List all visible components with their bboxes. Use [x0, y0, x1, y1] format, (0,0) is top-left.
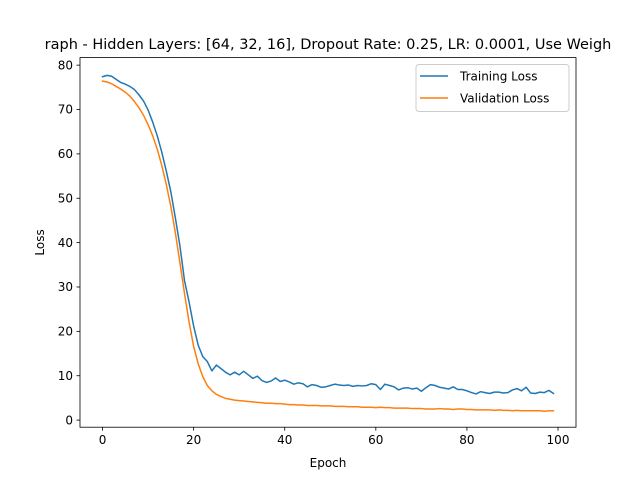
chart-title: raph - Hidden Layers: [64, 32, 16], Drop… [45, 37, 612, 53]
y-tick-label: 50 [58, 191, 73, 205]
y-tick-label: 70 [58, 103, 73, 117]
x-axis-ticks: 0 20 40 60 80 100 [99, 427, 570, 447]
y-axis-ticks: 0 10 20 30 40 50 60 70 80 [58, 58, 80, 427]
x-tick-label: 0 [99, 433, 107, 447]
legend-label-validation-loss: Validation Loss [460, 91, 549, 105]
y-tick-label: 40 [58, 236, 73, 250]
y-tick-label: 80 [58, 58, 73, 72]
x-tick-label: 100 [547, 433, 570, 447]
legend-box [415, 64, 570, 112]
y-axis-label: Loss [33, 229, 47, 255]
axes-frame [79, 57, 577, 428]
x-tick-label: 80 [459, 433, 474, 447]
series-line-validation-loss [101, 80, 555, 412]
y-tick-label: 20 [58, 325, 73, 339]
series-layer [101, 74, 555, 412]
x-tick-label: 40 [277, 433, 292, 447]
y-tick-label: 0 [65, 413, 73, 427]
y-tick-label: 10 [58, 369, 73, 383]
legend-label-training-loss: Training Loss [459, 69, 537, 83]
y-tick-label: 60 [58, 147, 73, 161]
y-tick-label: 30 [58, 280, 73, 294]
plot-area [80, 57, 576, 428]
x-tick-label: 60 [368, 433, 383, 447]
x-tick-label: 20 [186, 433, 201, 447]
legend: Training Loss Validation Loss [415, 64, 570, 112]
x-axis-label: Epoch [310, 456, 347, 470]
series-line-training-loss [101, 74, 555, 395]
